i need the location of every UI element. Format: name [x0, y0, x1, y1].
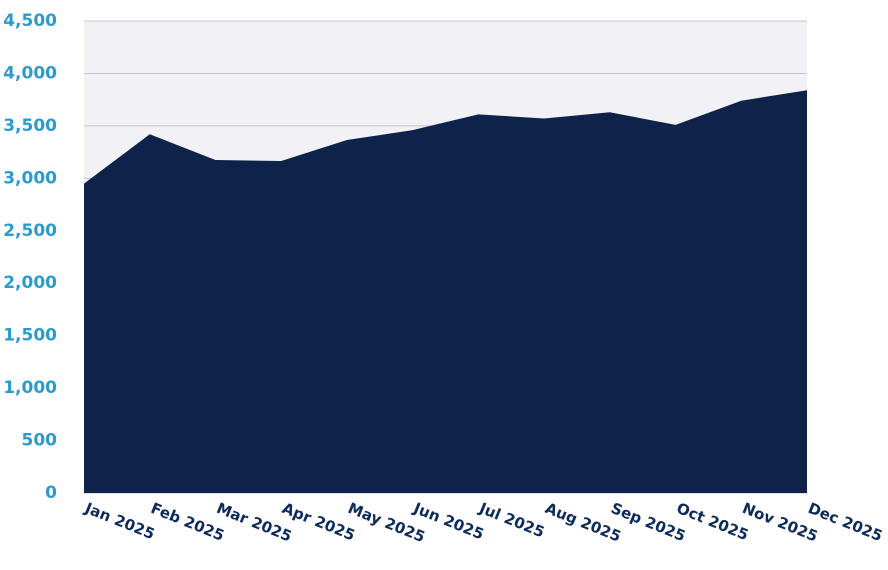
- y-tick-label: 500: [22, 431, 58, 451]
- y-tick-label: 1,500: [3, 326, 57, 346]
- y-tick-label: 4,000: [3, 63, 57, 83]
- x-tick-label: Jul 2025: [476, 499, 547, 542]
- y-tick-label: 3,000: [3, 168, 57, 188]
- area: [84, 90, 807, 493]
- y-tick-label: 4,500: [3, 11, 57, 31]
- x-tick-label: Oct 2025: [674, 499, 751, 544]
- x-tick-label: Mar 2025: [214, 499, 294, 545]
- y-tick-label: 0: [45, 483, 57, 503]
- y-tick-label: 2,000: [3, 273, 57, 293]
- x-tick-label: Dec 2025: [806, 499, 886, 545]
- x-tick-label: Apr 2025: [280, 499, 358, 544]
- y-tick-label: 1,000: [3, 378, 57, 398]
- x-tick-label: Jan 2025: [82, 499, 158, 544]
- x-tick-label: Sep 2025: [608, 499, 688, 545]
- y-tick-label: 2,500: [3, 221, 57, 241]
- y-tick-label: 3,500: [3, 116, 57, 136]
- x-tick-label: Feb 2025: [148, 499, 227, 545]
- x-tick-label: Nov 2025: [740, 499, 821, 546]
